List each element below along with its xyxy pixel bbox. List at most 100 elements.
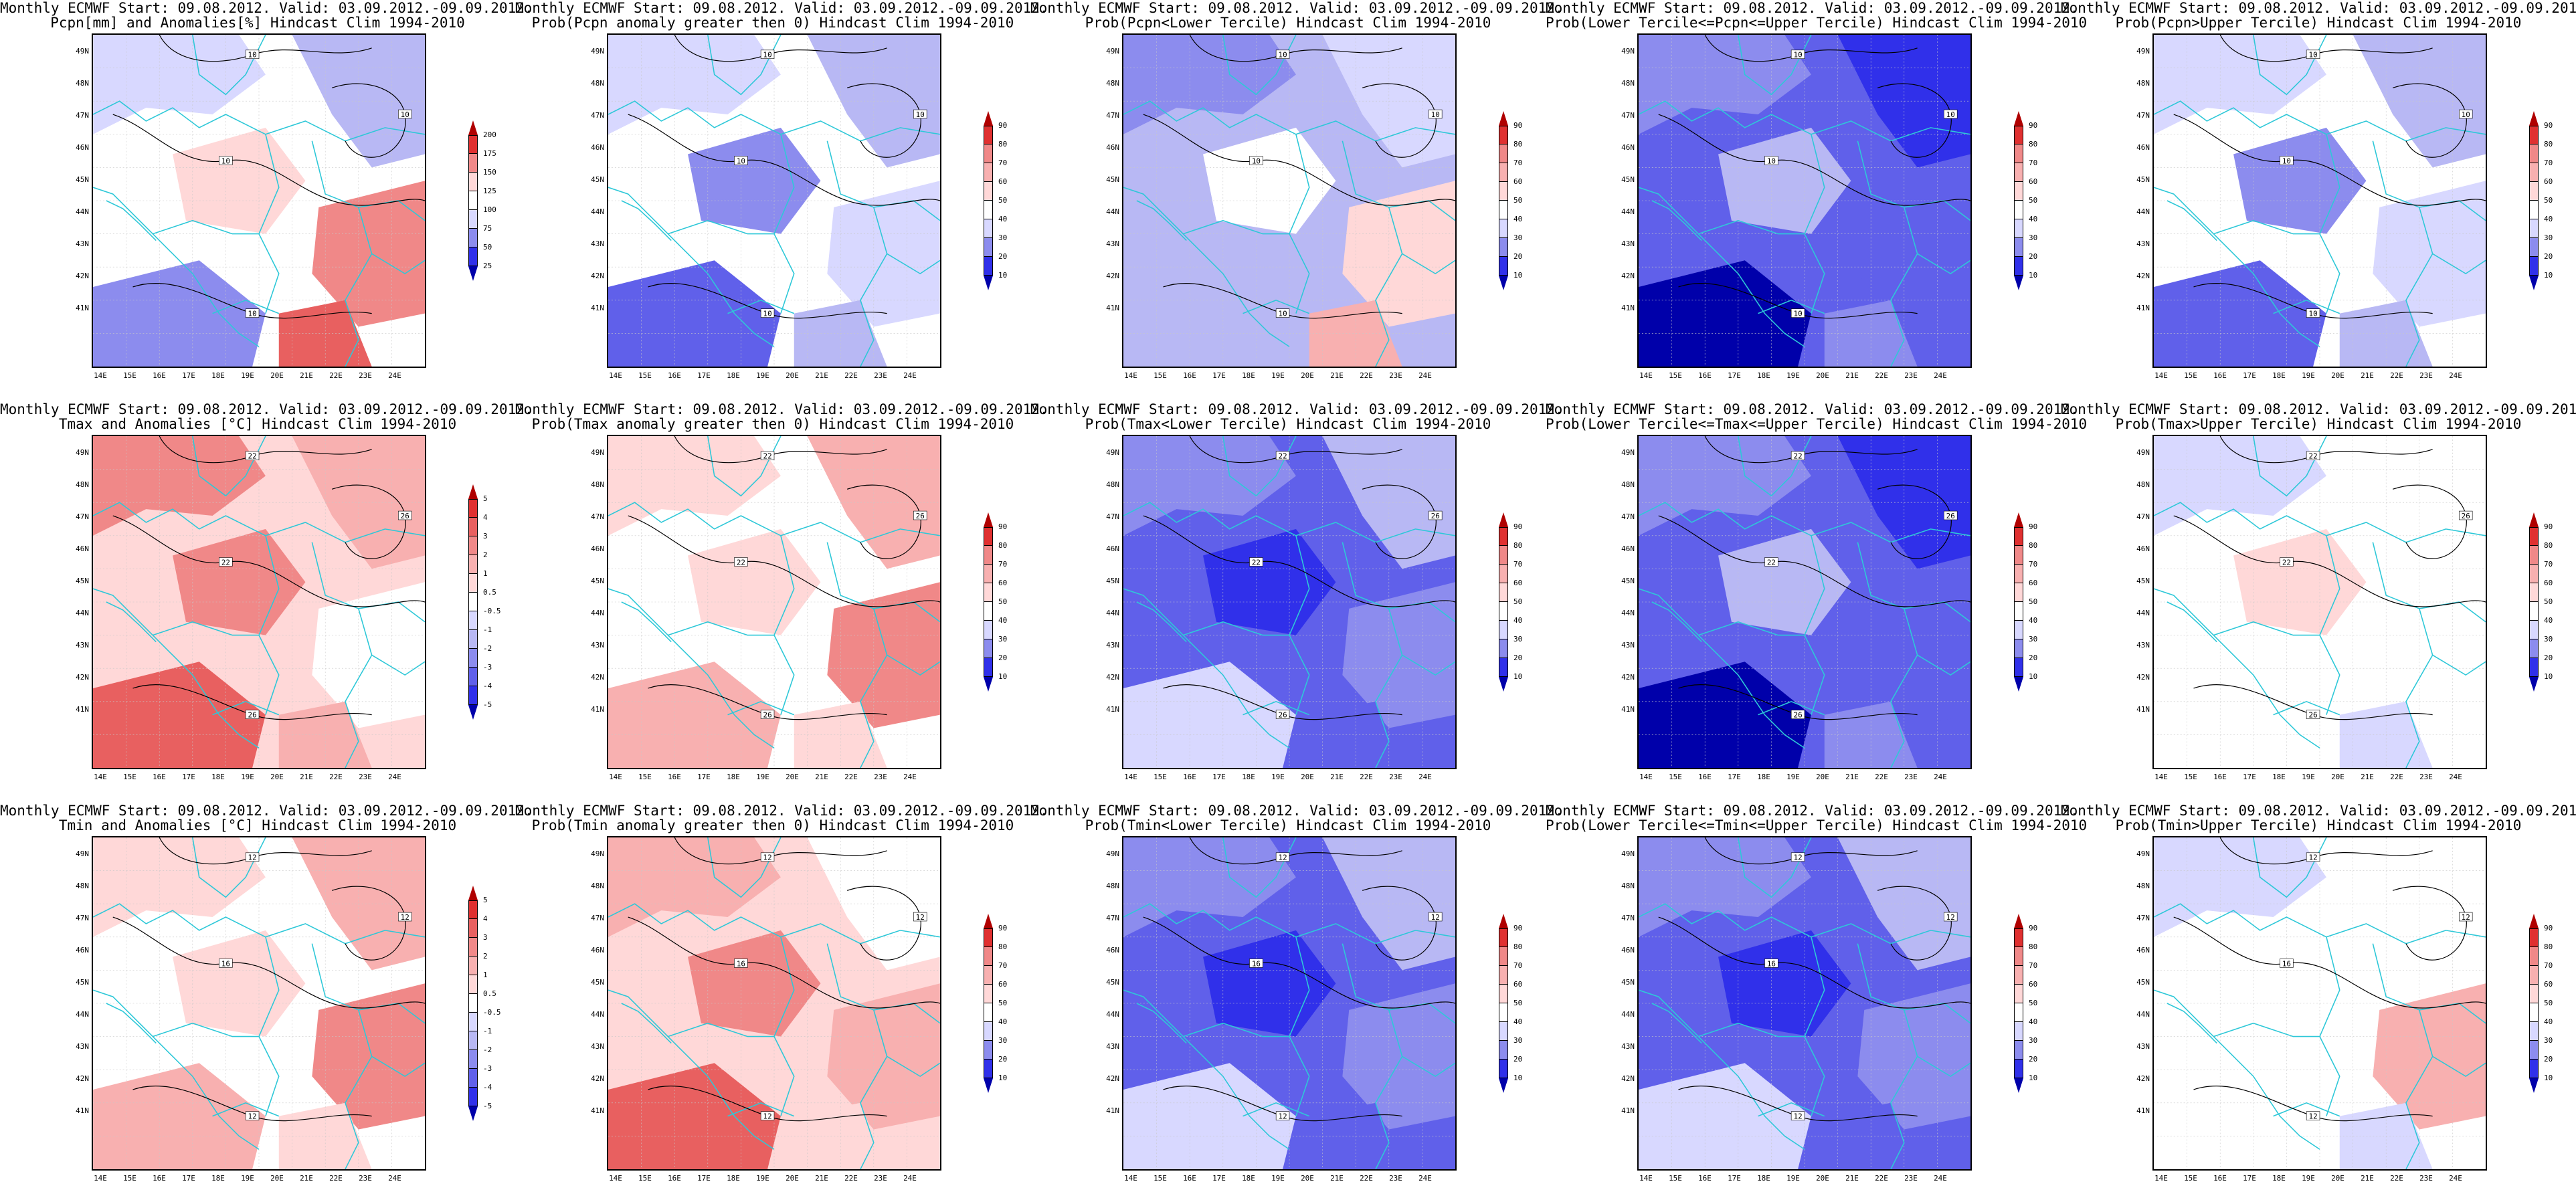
colorbar-label: 200	[483, 130, 496, 139]
border-line	[93, 187, 260, 347]
colorbar-bottom-arrow	[468, 266, 478, 281]
contour-label-box	[1249, 959, 1263, 968]
colorbar-label: 90	[2544, 121, 2553, 130]
colorbar-label: 10	[2029, 271, 2038, 280]
latitude-label: 41N	[1106, 1106, 1119, 1115]
longitude-label: 14E	[2154, 371, 2168, 380]
anomaly-area	[1123, 662, 1296, 768]
colorbar-label: 60	[2029, 579, 2038, 587]
colorbar-segment	[468, 975, 478, 994]
longitude-label: 16E	[153, 773, 166, 781]
colorbar-bottom-arrow	[468, 705, 478, 720]
contour-label: 26	[1431, 512, 1440, 520]
colorbar-label: 3	[483, 933, 488, 942]
contour-label: 26	[763, 711, 772, 720]
colorbar-label: 70	[998, 159, 1008, 167]
panel-header: Monthly ECMWF Start: 09.08.2012. Valid: …	[1030, 803, 1564, 819]
colorbar-segment	[1499, 219, 1508, 238]
latitude-label: 48N	[76, 480, 89, 489]
colorbar-segment	[2529, 257, 2539, 276]
longitude-label: 23E	[1904, 371, 1918, 380]
colorbar-segment	[2014, 546, 2023, 565]
contour-label-box	[1790, 308, 1805, 318]
longitude-label: 20E	[1816, 1174, 1829, 1183]
anomaly-area	[2154, 436, 2326, 536]
map-panel: Monthly ECMWF Start: 09.08.2012. Valid: …	[1546, 0, 2087, 401]
longitude-label: 21E	[2361, 1174, 2374, 1183]
contour-label-box	[1249, 156, 1263, 165]
border-line	[1123, 187, 1290, 347]
border-line	[2273, 299, 2340, 314]
colorbar-label: 90	[1513, 924, 1523, 932]
panel-title: Prob(Pcpn anomaly greater then 0) Hindca…	[531, 15, 1014, 31]
longitude-label: 18E	[1757, 773, 1770, 781]
border-line	[1639, 989, 1805, 1150]
colorbar-label: 80	[1513, 942, 1523, 951]
colorbar-segment	[1499, 201, 1508, 219]
colorbar: 90 80 70 60 50 40 30 20 10	[984, 512, 1007, 692]
colorbar-segment	[468, 555, 478, 574]
panel-header: Monthly ECMWF Start: 09.08.2012. Valid: …	[0, 803, 533, 819]
colorbar-segment	[984, 621, 993, 639]
anomaly-area	[2154, 1063, 2326, 1169]
border-line	[887, 253, 940, 275]
contour-line	[112, 916, 425, 1009]
latitude-label: 48N	[1106, 882, 1119, 890]
latitude-label: 42N	[591, 272, 604, 280]
latitude-label: 44N	[1106, 609, 1119, 617]
panel-title: Prob(Tmin>Upper Tercile) Hindcast Clim 1…	[2115, 817, 2522, 833]
anomaly-area	[1123, 436, 1296, 536]
latitude-label: 41N	[591, 705, 604, 714]
map-area: 22 26 22 26	[607, 435, 941, 769]
colorbar-top-arrow	[1499, 914, 1508, 928]
border-line	[93, 903, 425, 944]
latitude-label: 46N	[1621, 544, 1635, 553]
border-line	[2167, 200, 2217, 241]
colorbar-segment	[468, 574, 478, 593]
colorbar-label: 90	[998, 121, 1008, 130]
colorbar-segment	[2529, 621, 2539, 639]
contour-label-box	[1790, 710, 1805, 719]
colorbar-segment	[1499, 1060, 1508, 1078]
longitude-label: 23E	[359, 773, 372, 781]
longitude-label: 15E	[638, 1174, 652, 1183]
latitude-label: 47N	[2136, 512, 2150, 521]
colorbar-segment	[2014, 1041, 2023, 1060]
longitude-label: 21E	[815, 1174, 828, 1183]
contour-label-box	[1275, 308, 1290, 318]
latitude-label: 47N	[76, 111, 89, 120]
anomaly-area	[608, 35, 781, 134]
contour-label-box	[1944, 109, 1958, 119]
colorbar-segment	[984, 1041, 993, 1060]
border-line	[707, 35, 781, 96]
colorbar-bottom-arrow	[1499, 677, 1508, 692]
longitude-label: 17E	[2243, 371, 2256, 380]
longitude-label: 15E	[1669, 773, 1682, 781]
anomaly-area	[1639, 260, 1811, 367]
contour-label-box	[1275, 852, 1290, 862]
anomaly-area	[1718, 528, 1851, 635]
contour-label: 12	[2462, 913, 2470, 922]
latitude-label: 42N	[76, 272, 89, 280]
latitude-label: 45N	[2136, 175, 2150, 184]
longitude-label: 14E	[1124, 1174, 1137, 1183]
latitude-label: 46N	[76, 544, 89, 553]
longitude-label: 19E	[1786, 371, 1800, 380]
colorbar-segment	[2529, 201, 2539, 219]
contour-label: 12	[1279, 1112, 1287, 1121]
latitude-label: 46N	[76, 946, 89, 955]
longitude-label: 21E	[300, 371, 313, 380]
longitude-label: 14E	[94, 773, 107, 781]
longitude-label: 19E	[241, 1174, 254, 1183]
latitude-label: 43N	[2136, 641, 2150, 649]
longitude-label: 14E	[609, 773, 622, 781]
colorbar-bottom-arrow	[2014, 276, 2023, 290]
anomaly-area	[608, 1063, 781, 1169]
contour-label-box	[1764, 156, 1778, 165]
colorbar-segment	[2529, 928, 2539, 947]
colorbar-top-arrow	[2014, 512, 2023, 527]
latitude-label: 45N	[1106, 978, 1119, 987]
border-line	[1698, 1022, 1805, 1037]
colorbar-segment	[984, 966, 993, 985]
contour-label: 22	[248, 452, 257, 461]
